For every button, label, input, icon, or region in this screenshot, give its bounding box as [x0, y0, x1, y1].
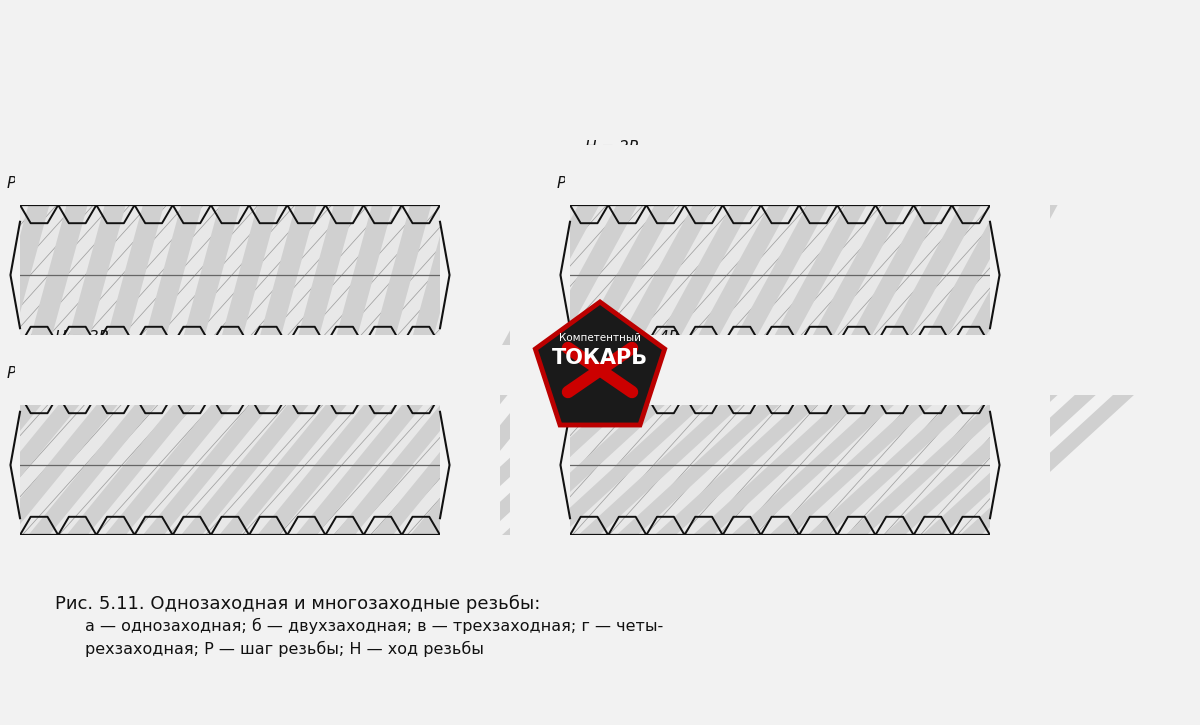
Bar	[14, 335, 445, 395]
Polygon shape	[502, 205, 600, 345]
Polygon shape	[960, 395, 1134, 535]
Polygon shape	[540, 205, 637, 345]
Polygon shape	[181, 205, 240, 345]
Polygon shape	[0, 395, 88, 535]
Polygon shape	[258, 395, 394, 535]
Text: г: г	[775, 549, 785, 568]
Polygon shape	[372, 395, 508, 535]
Polygon shape	[884, 395, 1057, 535]
Polygon shape	[295, 395, 431, 535]
Polygon shape	[0, 395, 49, 535]
Text: P: P	[7, 365, 16, 381]
Bar	[440, 200, 500, 350]
Polygon shape	[334, 205, 394, 345]
Bar	[570, 395, 990, 535]
Polygon shape	[808, 205, 905, 345]
Text: P: P	[7, 175, 16, 191]
Polygon shape	[960, 205, 1057, 345]
Polygon shape	[617, 205, 714, 345]
Bar	[20, 205, 440, 345]
Text: б: б	[774, 359, 786, 378]
Text: H = 3P: H = 3P	[54, 330, 108, 345]
Polygon shape	[808, 395, 982, 535]
Polygon shape	[692, 395, 866, 535]
Text: а: а	[223, 359, 236, 378]
Bar	[510, 390, 570, 540]
Polygon shape	[922, 205, 1020, 345]
Bar	[565, 145, 995, 205]
Bar	[20, 395, 440, 535]
Bar	[990, 200, 1050, 350]
Polygon shape	[66, 395, 202, 535]
Polygon shape	[0, 205, 49, 345]
Text: P: P	[557, 175, 566, 191]
Polygon shape	[769, 205, 866, 345]
Polygon shape	[372, 205, 431, 345]
Polygon shape	[295, 205, 355, 345]
Bar	[14, 145, 445, 205]
Bar	[570, 205, 990, 345]
Bar	[565, 345, 995, 405]
Text: рехзаходная; P — шаг резьбы; H — ход резьбы: рехзаходная; P — шаг резьбы; H — ход рез…	[85, 641, 484, 657]
Polygon shape	[143, 205, 202, 345]
Polygon shape	[143, 395, 278, 535]
Polygon shape	[731, 395, 905, 535]
Text: ТОКАРЬ: ТОКАРЬ	[552, 348, 648, 368]
Text: в: в	[224, 549, 236, 568]
Polygon shape	[220, 395, 355, 535]
Polygon shape	[181, 395, 317, 535]
Bar	[565, 335, 995, 395]
Bar	[510, 200, 570, 350]
Polygon shape	[731, 205, 828, 345]
Bar	[990, 390, 1050, 540]
Polygon shape	[464, 395, 637, 535]
Polygon shape	[334, 395, 469, 535]
Polygon shape	[884, 205, 982, 345]
Bar	[440, 390, 500, 540]
Polygon shape	[655, 395, 828, 535]
Polygon shape	[540, 395, 714, 535]
Text: H = 2P: H = 2P	[584, 140, 637, 155]
Bar	[0, 390, 20, 540]
Polygon shape	[0, 395, 126, 535]
Polygon shape	[655, 205, 752, 345]
Polygon shape	[410, 205, 469, 345]
Bar	[14, 345, 445, 405]
Polygon shape	[617, 395, 791, 535]
Polygon shape	[29, 395, 164, 535]
Text: H = 4P: H = 4P	[625, 330, 678, 345]
Polygon shape	[846, 395, 1020, 535]
Polygon shape	[922, 395, 1096, 535]
Text: P: P	[557, 365, 566, 381]
Text: а — однозаходная; б — двухзаходная; в — трехзаходная; г — четы-: а — однозаходная; б — двухзаходная; в — …	[85, 618, 664, 634]
Text: Компетентный: Компетентный	[559, 333, 641, 343]
Polygon shape	[846, 205, 943, 345]
Polygon shape	[769, 395, 943, 535]
Polygon shape	[578, 395, 752, 535]
Polygon shape	[220, 205, 278, 345]
Polygon shape	[578, 205, 676, 345]
Bar	[565, 535, 995, 595]
Polygon shape	[502, 395, 676, 535]
Polygon shape	[426, 395, 600, 535]
Polygon shape	[104, 205, 164, 345]
Polygon shape	[29, 205, 88, 345]
Bar	[14, 535, 445, 595]
Polygon shape	[104, 395, 240, 535]
Text: Рис. 5.11. Однозаходная и многозаходные резьбы:: Рис. 5.11. Однозаходная и многозаходные …	[55, 595, 540, 613]
Polygon shape	[410, 395, 546, 535]
Polygon shape	[66, 205, 126, 345]
Polygon shape	[258, 205, 317, 345]
Polygon shape	[692, 205, 791, 345]
Polygon shape	[535, 302, 665, 425]
Bar	[0, 200, 20, 350]
